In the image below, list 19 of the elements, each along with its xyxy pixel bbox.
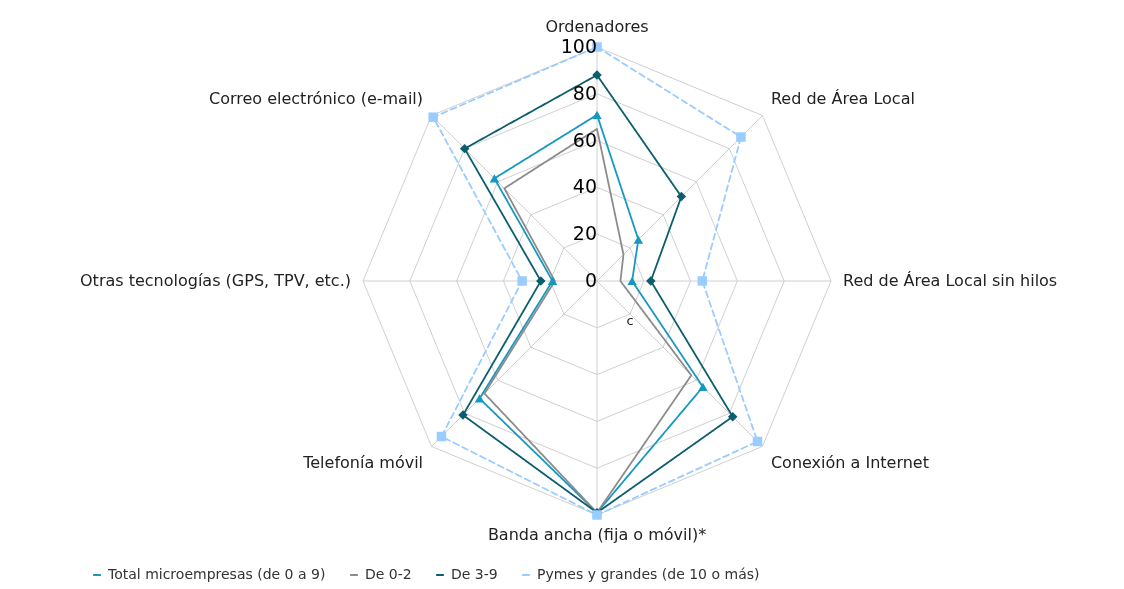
spoke-label: Ordenadores [545, 17, 649, 36]
text: c [626, 313, 634, 328]
legend-label: De 3-9 [451, 566, 498, 582]
y-tick-label: 80 [572, 81, 597, 104]
spoke-label: Otras tecnologías (GPS, TPV, etc.) [80, 271, 351, 290]
spoke-label: Conexión a Internet [770, 452, 929, 472]
y-tick-label: 20 [572, 222, 597, 245]
spoke-label: Correo electrónico (e-mail) [208, 89, 424, 109]
spoke-label: Telefonía móvil [302, 452, 424, 472]
spoke-label: Red de Área Local [770, 89, 915, 109]
y-tick-label: 60 [572, 128, 597, 151]
spoke-label: Banda ancha (fija o móvil)* [487, 525, 707, 544]
spoke-label: Red de Área Local sin hilos [843, 271, 1058, 290]
y-tick-label: 40 [572, 175, 597, 198]
legend-label: Total microempresas (de 0 a 9) [107, 566, 326, 582]
legend-label: De 0-2 [365, 566, 412, 582]
y-tick-label: 100 [560, 35, 597, 57]
legend-label: Pymes y grandes (de 10 o más) [537, 566, 760, 582]
y-tick-label: 0 [584, 269, 597, 291]
